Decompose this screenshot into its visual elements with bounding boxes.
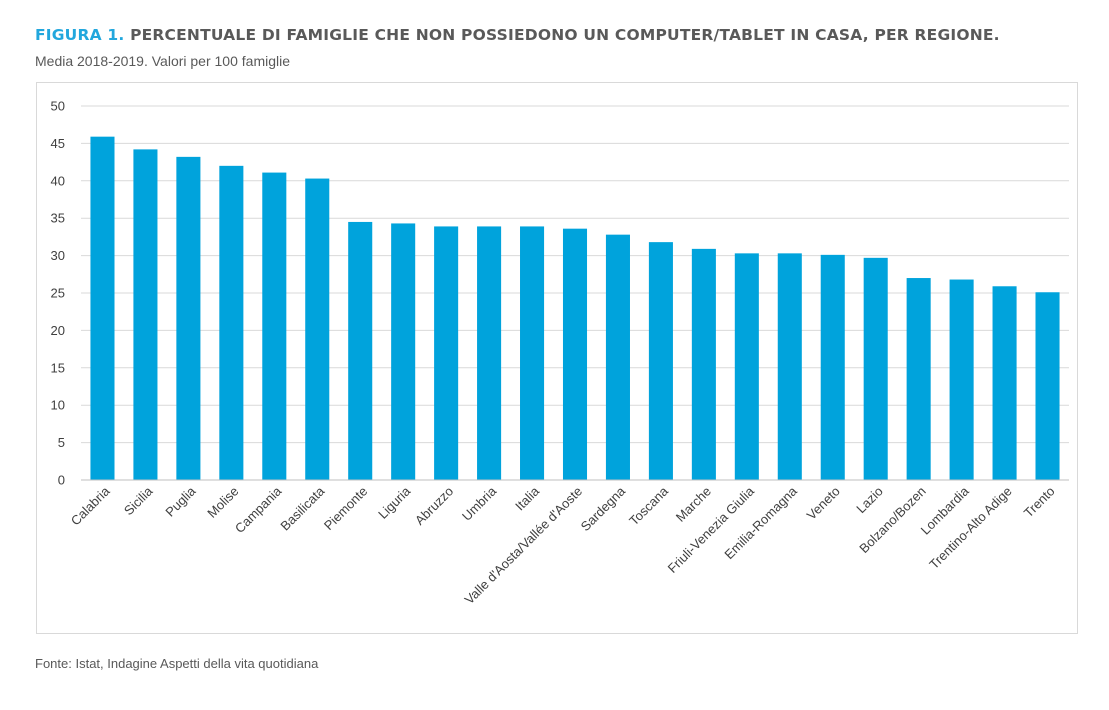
x-axis-ticks: Calabria Sicilia Puglia MoliseCampaniaBasil… <box>68 483 1058 607</box>
figure-subtitle: Media 2018-2019. Valori per 100 famiglie <box>35 53 291 69</box>
figure-label: FIGURA 1. <box>35 26 125 44</box>
figure-header: FIGURA 1. PERCENTUALE DI FAMIGLIE CHE NO… <box>35 26 1105 44</box>
bar-trento <box>1035 292 1060 480</box>
bar-umbria <box>477 226 502 480</box>
x-tick-label: Veneto <box>804 484 843 523</box>
chart-frame: 0 5 10 15 20 25 30 35 40 45 50 Calabria Sicilia Pugl… <box>36 82 1078 634</box>
bar-chart: 0 5 10 15 20 25 30 35 40 45 50 Calabria Sicilia Pugl… <box>51 99 1069 607</box>
bar-campania <box>262 172 287 480</box>
y-tick-label: 15 <box>51 360 65 375</box>
x-tick-label: Emilia-Romagna <box>721 483 800 562</box>
bar-puglia <box>176 156 201 480</box>
bar-italia <box>520 226 545 480</box>
bar-friuli-venezia-giulia <box>734 253 759 480</box>
y-tick-label: 25 <box>51 286 65 301</box>
x-tick-label: Trento <box>1021 484 1058 521</box>
bar-calabria <box>90 136 115 480</box>
bar-basilicata <box>305 178 330 480</box>
y-tick-label: 0 <box>58 473 65 488</box>
source-note: Fonte: Istat, Indagine Aspetti della vit… <box>35 656 319 671</box>
y-tick-label: 40 <box>51 173 65 188</box>
bar-bolzano-bozen <box>906 278 931 480</box>
bar-veneto <box>820 254 845 480</box>
y-axis-ticks: 0 5 10 15 20 25 30 35 40 45 50 <box>51 99 65 488</box>
x-tick-label: Calabria <box>68 483 113 528</box>
x-tick-label: Puglia <box>162 483 199 520</box>
x-tick-label: Sicilia <box>121 483 156 518</box>
bar-lombardia <box>949 279 974 480</box>
x-tick-label: Toscana <box>626 483 671 528</box>
bar-marche <box>691 248 716 480</box>
y-tick-label: 10 <box>51 398 65 413</box>
bar-lazio <box>863 257 888 480</box>
x-tick-label: Italia <box>512 483 543 514</box>
x-tick-label: Umbria <box>459 483 500 524</box>
x-tick-label: Abruzzo <box>412 484 456 528</box>
y-tick-label: 20 <box>51 323 65 338</box>
x-tick-label: Marche <box>673 484 714 525</box>
y-tick-label: 5 <box>58 435 65 450</box>
x-tick-label: Sardegna <box>578 483 629 534</box>
x-tick-label: Piemonte <box>321 484 370 533</box>
figure-title: PERCENTUALE DI FAMIGLIE CHE NON POSSIEDO… <box>124 26 1000 44</box>
bar-valle-d-aosta-vall-e-d-aoste <box>562 228 588 480</box>
bars <box>81 136 1069 481</box>
bar-trentino-alto-adige <box>992 286 1017 480</box>
bar-sicilia <box>133 149 158 480</box>
bar-toscana <box>648 242 673 480</box>
bar-piemonte <box>348 221 373 480</box>
x-tick-label: Liguria <box>375 483 414 522</box>
bar-liguria <box>391 223 416 480</box>
bar-emilia-romagna <box>777 253 802 480</box>
y-tick-label: 35 <box>51 211 65 226</box>
x-tick-label: Basilicata <box>277 483 327 533</box>
bar-molise <box>219 165 244 480</box>
x-tick-label: Molise <box>204 484 241 521</box>
bar-sardegna <box>605 234 630 480</box>
x-tick-label: Lazio <box>853 484 886 517</box>
bar-abruzzo <box>434 226 459 480</box>
y-tick-label: 30 <box>51 248 65 263</box>
y-tick-label: 45 <box>51 136 65 151</box>
y-tick-label: 50 <box>51 99 65 114</box>
x-tick-label: Trentino-Alto Adige <box>926 484 1014 572</box>
x-tick-label: Campania <box>232 483 285 536</box>
